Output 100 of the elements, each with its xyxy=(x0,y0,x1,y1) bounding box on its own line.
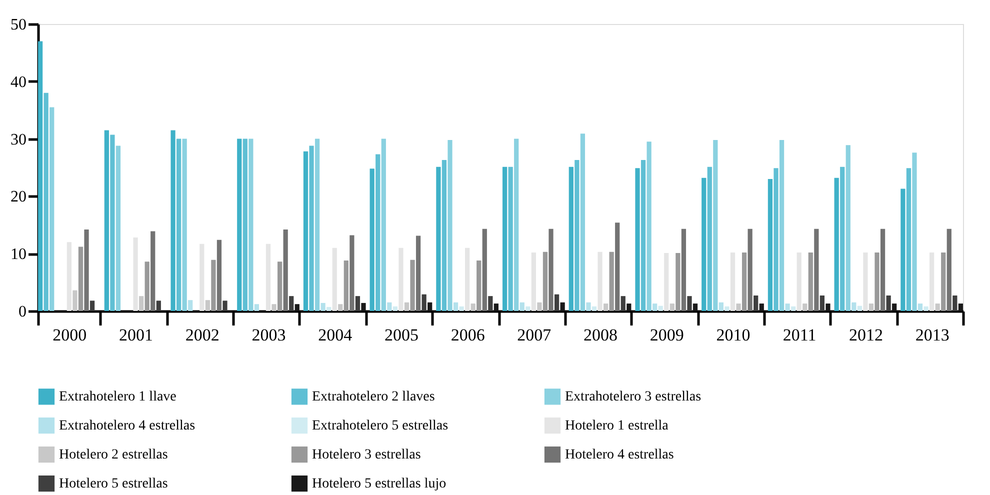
x-tick-label: 2002 xyxy=(185,326,220,344)
bar xyxy=(494,304,499,311)
bar xyxy=(392,306,398,311)
bar xyxy=(754,296,758,311)
legend-label: Hotelero 3 estrellas xyxy=(312,448,421,462)
bar xyxy=(355,296,360,311)
bar xyxy=(376,154,380,311)
bar xyxy=(863,252,868,311)
bar xyxy=(237,138,242,311)
bar xyxy=(326,306,332,311)
bar xyxy=(826,304,830,311)
bar xyxy=(381,138,386,311)
bar xyxy=(707,166,712,311)
bar xyxy=(361,302,366,311)
bar xyxy=(242,138,248,311)
bar xyxy=(428,302,432,311)
bar xyxy=(554,294,560,311)
bar xyxy=(387,302,392,311)
bar xyxy=(820,296,825,311)
y-tick-label: 0 xyxy=(18,304,26,320)
bar xyxy=(283,229,288,311)
bar xyxy=(592,306,597,311)
bar xyxy=(514,138,519,311)
bar xyxy=(442,160,447,311)
x-tick-label: 2009 xyxy=(650,326,684,344)
bar xyxy=(791,306,796,311)
bar xyxy=(857,306,862,311)
bar xyxy=(785,304,790,311)
bar xyxy=(834,178,839,311)
bar xyxy=(470,304,476,311)
bar xyxy=(687,296,692,311)
bar xyxy=(78,246,84,311)
bar xyxy=(188,300,193,311)
bar xyxy=(548,228,554,311)
bar xyxy=(453,302,458,311)
bar xyxy=(900,188,906,311)
x-tick-label: 2011 xyxy=(782,326,816,344)
bar xyxy=(880,228,886,311)
bar xyxy=(814,228,819,311)
bar xyxy=(332,248,337,311)
bar xyxy=(50,107,54,311)
bar xyxy=(314,138,320,311)
bar xyxy=(309,146,314,311)
legend-label: Extrahotelero 3 estrellas xyxy=(565,390,702,405)
bar xyxy=(952,296,958,311)
bar xyxy=(254,304,260,311)
bar xyxy=(84,229,89,311)
bar xyxy=(488,296,493,311)
bar xyxy=(266,244,271,311)
bar xyxy=(44,92,48,311)
bar xyxy=(742,252,747,311)
bar xyxy=(912,152,917,311)
x-tick-label: 2010 xyxy=(716,326,750,344)
bar xyxy=(465,248,470,311)
bar xyxy=(104,130,109,311)
bar xyxy=(808,252,813,311)
bar xyxy=(935,304,940,311)
bar xyxy=(350,235,354,311)
bar xyxy=(840,166,845,311)
bar xyxy=(200,244,204,311)
bar xyxy=(289,296,294,311)
bar xyxy=(868,304,874,311)
legend-label: Extrahotelero 1 llave xyxy=(59,390,176,405)
y-tick-label: 20 xyxy=(10,188,26,206)
bar xyxy=(72,290,78,311)
bar xyxy=(626,304,632,311)
bar xyxy=(476,260,482,311)
bar xyxy=(416,236,421,311)
bar xyxy=(874,252,880,311)
bar xyxy=(946,228,952,311)
x-tick-label: 2003 xyxy=(252,326,286,344)
legend-label: Hotelero 4 estrellas xyxy=(565,448,674,462)
bar xyxy=(410,260,415,311)
x-tick-label: 2005 xyxy=(384,326,418,344)
bar xyxy=(272,304,276,311)
bar xyxy=(640,160,646,311)
bar xyxy=(156,300,161,311)
bar xyxy=(531,252,536,311)
bar xyxy=(620,296,626,311)
bar xyxy=(681,228,686,311)
bar xyxy=(398,248,404,311)
bar xyxy=(320,302,326,311)
bar xyxy=(652,304,658,311)
bar xyxy=(802,304,808,311)
bar xyxy=(796,252,802,311)
bar xyxy=(609,252,614,311)
bar xyxy=(730,252,736,311)
bar xyxy=(779,140,784,311)
bar xyxy=(736,304,741,311)
bar xyxy=(303,151,308,311)
bar xyxy=(170,130,176,311)
bar xyxy=(144,262,150,311)
y-tick-label: 50 xyxy=(10,16,26,34)
x-tick-label: 2004 xyxy=(318,326,353,344)
bar xyxy=(598,252,602,311)
bar xyxy=(526,306,530,311)
bar xyxy=(38,41,43,311)
bar xyxy=(150,231,156,311)
bar xyxy=(574,160,580,311)
bar xyxy=(520,302,524,311)
